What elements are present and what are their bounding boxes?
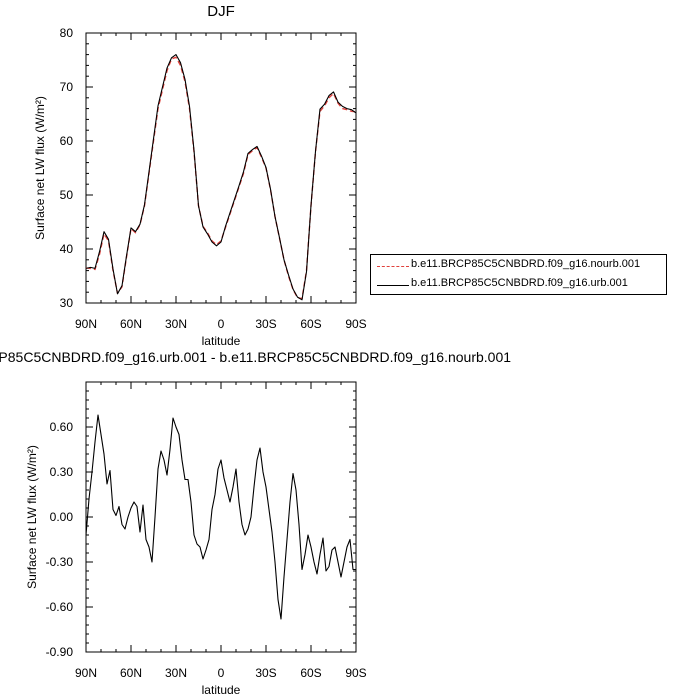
series-line-0-0 <box>85 56 357 300</box>
y-tick-label: -0.60 <box>46 600 74 614</box>
y-tick-label: 30 <box>60 296 74 310</box>
y-tick-label: 0.00 <box>50 510 74 524</box>
y-tick-label: -0.30 <box>46 555 74 569</box>
bottom-y-axis-label: Surface net LW flux (W/m²) <box>25 445 39 589</box>
x-tick-label: 90N <box>75 317 97 331</box>
top-panel: DJF 90N 60N 30N 0 30S 60S 90S 30 40 50 60 70 80 lat… <box>33 3 367 348</box>
y-tick-label: 80 <box>60 26 74 40</box>
x-tick-label: 60S <box>300 666 321 680</box>
series-line-1-0 <box>85 414 356 620</box>
legend-item-nourb: b.e11.BRCP85C5CNBDRD.f09_g16.nourb.001 <box>371 256 666 276</box>
y-tick-label: 60 <box>60 134 74 148</box>
x-tick-label: 60N <box>120 317 142 331</box>
bottom-panel: b.e11.BRCP85C5CNBDRD.f09_g16.urb.001 - b… <box>0 349 511 697</box>
y-tick-label: 50 <box>60 188 74 202</box>
x-tick-label: 60N <box>120 666 142 680</box>
x-tick-label: 30S <box>255 666 276 680</box>
top-series <box>85 54 357 301</box>
x-tick-label: 0 <box>218 317 225 331</box>
bottom-plot-frame <box>85 381 357 653</box>
x-tick-label: 60S <box>300 317 321 331</box>
x-tick-label: 30N <box>165 317 187 331</box>
x-tick-label: 90S <box>345 666 366 680</box>
top-y-ticks: 30 40 50 60 70 80 <box>60 26 356 310</box>
bottom-title: b.e11.BRCP85C5CNBDRD.f09_g16.urb.001 - b… <box>0 349 511 365</box>
legend: b.e11.BRCP85C5CNBDRD.f09_g16.nourb.001 b… <box>370 254 667 295</box>
bottom-series <box>85 414 356 620</box>
legend-swatch-urb <box>377 285 409 286</box>
x-tick-label: 30S <box>255 317 276 331</box>
bottom-x-ticks: 90N 60N 30N 0 30S 60S 90S <box>75 382 367 680</box>
x-tick-label: 0 <box>218 666 225 680</box>
legend-label-nourb: b.e11.BRCP85C5CNBDRD.f09_g16.nourb.001 <box>411 258 641 270</box>
y-tick-label: 0.30 <box>50 465 74 479</box>
bottom-y-ticks: -0.90 -0.60 -0.30 0.00 0.30 0.60 <box>46 381 356 659</box>
legend-label-urb: b.e11.BRCP85C5CNBDRD.f09_g16.urb.001 <box>411 277 628 289</box>
top-y-axis-label: Surface net LW flux (W/m²) <box>33 96 47 240</box>
legend-item-urb: b.e11.BRCP85C5CNBDRD.f09_g16.urb.001 <box>371 275 666 295</box>
top-plot-frame <box>85 32 357 304</box>
series-line-0-1 <box>85 54 357 301</box>
top-title: DJF <box>207 3 235 20</box>
y-tick-label: 40 <box>60 242 74 256</box>
y-tick-label: 0.60 <box>50 420 74 434</box>
y-tick-label: 70 <box>60 80 74 94</box>
x-tick-label: 90S <box>345 317 366 331</box>
legend-swatch-nourb <box>377 266 409 267</box>
x-tick-label: 30N <box>165 666 187 680</box>
y-tick-label: -0.90 <box>46 645 74 659</box>
bottom-x-axis-label: latitude <box>202 683 241 697</box>
top-x-axis-label: latitude <box>202 334 241 348</box>
x-tick-label: 90N <box>75 666 97 680</box>
top-x-ticks: 90N 60N 30N 0 30S 60S 90S <box>75 33 367 331</box>
